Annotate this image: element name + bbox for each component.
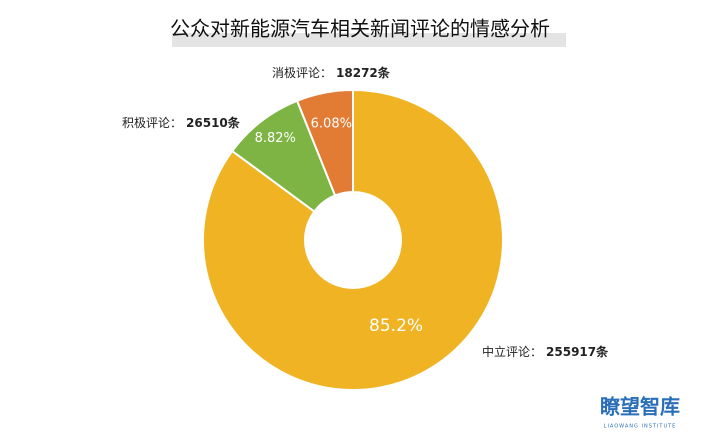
chart-title: 公众对新能源汽车相关新闻评论的情感分析 — [170, 17, 550, 41]
donut-segment — [295, 88, 354, 197]
percentage-label: 6.08% — [311, 117, 352, 132]
value-label: 26510条 — [186, 115, 241, 130]
percentage-label: 8.82% — [255, 131, 296, 146]
title-highlight — [172, 33, 566, 47]
category-name: 中立评论： — [482, 344, 542, 359]
percentage-label: 85.2% — [369, 316, 423, 336]
value-label: 255917条 — [546, 344, 609, 359]
watermark-subtitle: LIAOWANG INSTITUTE — [604, 424, 677, 430]
category-label: 中立评论： 255917条 — [482, 344, 609, 359]
category-label: 消极评论： 18272条 — [272, 65, 391, 80]
value-label: 18272条 — [336, 65, 391, 80]
category-name: 积极评论： — [122, 116, 182, 130]
donut-segment — [202, 88, 504, 391]
category-label: 积极评论： 26510条 — [122, 115, 241, 130]
category-name: 消极评论： — [272, 66, 332, 80]
watermark-name: 瞭望智库 — [600, 395, 680, 419]
